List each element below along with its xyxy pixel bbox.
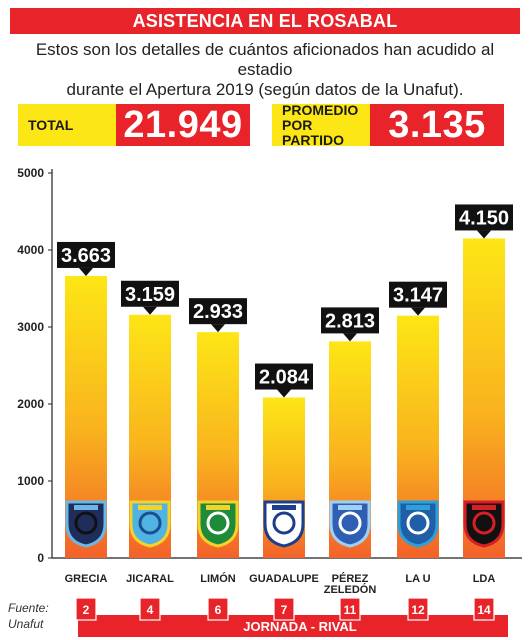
subtitle-line-1: Estos son los detalles de cuántos aficio… (35, 40, 495, 79)
average-value: 3.135 (370, 104, 504, 146)
value-label-6: 4.150 (455, 204, 513, 239)
value-label-box (189, 298, 247, 325)
y-tick-label: 4000 (17, 243, 44, 257)
value-label-box (321, 307, 379, 334)
value-label-text: 3.147 (393, 285, 443, 307)
jornada-number-1: 4 (147, 603, 154, 617)
y-tick-label: 3000 (17, 320, 44, 334)
lda-crest-icon (463, 500, 505, 548)
la-u-crest-icon (397, 500, 439, 548)
guadalupe-crest-icon (263, 500, 305, 548)
jornada-number-2: 6 (215, 603, 222, 617)
title-bar: ASISTENCIA EN EL ROSABAL (10, 8, 520, 34)
value-label-text: 2.933 (193, 301, 243, 323)
jicaral-crest-icon (129, 500, 171, 548)
category-label-6: LDA (473, 573, 496, 585)
subtitle-line-2: durante el Apertura 2019 (según datos de… (66, 80, 464, 99)
limon-crest-icon (197, 500, 239, 548)
category-label-4: PÉREZ ZELEDÓN (324, 572, 377, 596)
value-label-text: 2.084 (259, 367, 310, 389)
source-note: Fuente: Unafut (8, 600, 49, 632)
jornada-badge-6 (473, 597, 495, 621)
jornada-number-0: 2 (83, 603, 90, 617)
total-stat: TOTAL 21.949 (18, 104, 250, 146)
category-label-5: LA U (405, 573, 430, 585)
jornada-number-6: 14 (477, 603, 491, 617)
y-tick-label: 2000 (17, 397, 44, 411)
source-line-1: Fuente: (8, 601, 49, 615)
category-label-3: GUADALUPE (249, 573, 319, 585)
average-stat: PROMEDIO POR PARTIDO 3.135 (272, 101, 504, 148)
y-tick-label: 0 (37, 551, 44, 565)
page-title: ASISTENCIA EN EL ROSABAL (132, 10, 398, 31)
value-label-text: 3.663 (61, 245, 111, 267)
value-label-pointer (211, 324, 225, 333)
jornada-badge-1 (139, 597, 161, 621)
value-label-5: 3.147 (389, 281, 447, 316)
source-line-2: Unafut (8, 617, 44, 631)
attendance-bar-chart: 0 1000 2000 3000 4000 5000 3.663 3.159 2.933 2.0… (17, 166, 522, 637)
y-tick-label: 1000 (17, 474, 44, 488)
average-label-line-1: PROMEDIO (282, 101, 359, 118)
jornada-number-4: 11 (344, 603, 357, 617)
jornada-badge-4 (339, 597, 361, 621)
jornada-band (78, 615, 508, 637)
value-label-text: 4.150 (459, 207, 509, 229)
perez-zeledon-crest-icon (329, 500, 371, 548)
value-label-box (455, 204, 513, 231)
value-label-2: 2.933 (189, 298, 247, 333)
y-tick-label: 5000 (17, 166, 44, 180)
value-label-box (255, 363, 313, 390)
value-label-pointer (277, 389, 291, 398)
subtitle: Estos son los detalles de cuántos aficio… (10, 40, 520, 100)
value-label-text: 3.159 (125, 284, 175, 306)
value-label-pointer (79, 267, 93, 276)
value-label-4: 2.813 (321, 307, 379, 342)
category-label-0: GRECIA (65, 573, 108, 585)
jornada-number-5: 12 (411, 603, 425, 617)
grecia-crest-icon (65, 500, 107, 548)
jornada-badge-2 (207, 597, 229, 621)
value-label-box (389, 281, 447, 308)
value-label-box (121, 280, 179, 307)
jornada-label: JORNADA - RIVAL (243, 619, 356, 634)
value-label-pointer (477, 230, 491, 239)
value-label-text: 2.813 (325, 310, 375, 332)
jornada-badge-0 (75, 597, 97, 621)
total-value: 21.949 (116, 104, 250, 146)
value-label-1: 3.159 (121, 280, 179, 315)
category-label-2: LIMÓN (200, 572, 235, 585)
average-label: PROMEDIO POR PARTIDO (272, 101, 370, 148)
jornada-badge-5 (407, 597, 429, 621)
total-label: TOTAL (18, 104, 116, 146)
value-label-box (57, 241, 115, 268)
value-label-pointer (343, 333, 357, 342)
category-label-1: JICARAL (126, 573, 174, 585)
average-label-line-2: POR PARTIDO (282, 116, 344, 148)
value-label-0: 3.663 (57, 241, 115, 276)
value-label-3: 2.084 (255, 363, 313, 398)
value-label-pointer (411, 307, 425, 316)
value-label-pointer (143, 306, 157, 315)
jornada-badge-3 (273, 597, 295, 621)
jornada-number-3: 7 (281, 603, 288, 617)
